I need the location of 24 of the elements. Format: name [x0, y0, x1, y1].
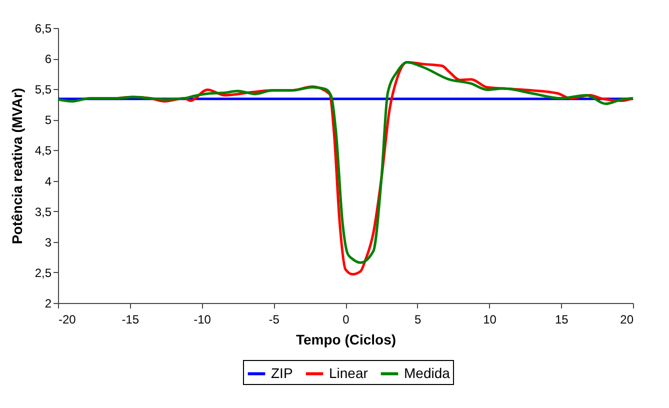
x-tick-label: -10 [194, 312, 212, 326]
x-tick-label: 15 [554, 312, 569, 326]
x-tick-label: -20 [58, 312, 76, 326]
x-tick-label: 5 [414, 312, 422, 326]
x-tick-label: 10 [483, 312, 497, 326]
y-tick-label: 5 [44, 113, 52, 128]
legend-label: Linear [329, 364, 368, 381]
x-axis-title: Tempo (Ciclos) [296, 332, 396, 348]
x-tick-label: 20 [620, 312, 634, 326]
y-tick-label: 3 [44, 235, 52, 250]
y-tick-label: 5,5 [34, 82, 52, 97]
y-tick-label: 2,5 [34, 266, 52, 280]
y-tick-label: 3,5 [34, 204, 52, 219]
y-axis-title: Potência reativa (MVAr) [8, 88, 25, 244]
y-tick-label: 4,5 [34, 144, 52, 158]
x-tick-label: -15 [122, 312, 140, 326]
y-tick-label: 6,5 [34, 22, 52, 36]
x-tick-label: -5 [268, 312, 280, 326]
y-tick-label: 4 [44, 174, 52, 188]
legend-label: Medida [404, 364, 450, 381]
y-tick-label: 2 [44, 296, 52, 310]
y-tick-label: 6 [44, 52, 52, 66]
x-tick-label: 0 [342, 312, 350, 326]
legend-label: ZIP [271, 364, 293, 381]
